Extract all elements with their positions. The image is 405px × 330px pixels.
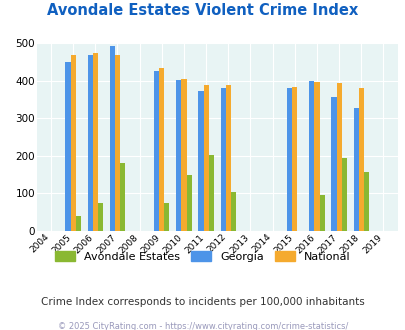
Bar xyxy=(220,88,225,231)
Bar xyxy=(363,172,368,231)
Bar xyxy=(341,158,346,231)
Bar xyxy=(159,69,164,231)
Bar xyxy=(225,85,230,231)
Bar xyxy=(87,55,92,231)
Bar xyxy=(70,54,75,231)
Bar xyxy=(208,155,213,231)
Bar xyxy=(65,62,70,231)
Bar xyxy=(115,55,120,231)
Bar xyxy=(92,53,98,231)
Bar xyxy=(286,88,292,231)
Bar xyxy=(176,80,181,231)
Legend: Avondale Estates, Georgia, National: Avondale Estates, Georgia, National xyxy=(51,247,354,267)
Bar xyxy=(75,216,81,231)
Bar xyxy=(181,79,186,231)
Bar xyxy=(120,163,125,231)
Bar xyxy=(98,203,103,231)
Bar xyxy=(336,83,341,231)
Text: Avondale Estates Violent Crime Index: Avondale Estates Violent Crime Index xyxy=(47,3,358,18)
Bar xyxy=(313,82,319,231)
Bar xyxy=(230,192,235,231)
Bar xyxy=(330,97,336,231)
Bar xyxy=(154,71,159,231)
Bar xyxy=(319,194,324,231)
Bar xyxy=(358,88,363,231)
Bar xyxy=(292,86,296,231)
Text: © 2025 CityRating.com - https://www.cityrating.com/crime-statistics/: © 2025 CityRating.com - https://www.city… xyxy=(58,322,347,330)
Bar xyxy=(309,81,313,231)
Bar xyxy=(186,175,191,231)
Bar xyxy=(109,46,115,231)
Bar xyxy=(164,203,169,231)
Bar xyxy=(203,85,208,231)
Bar xyxy=(353,108,358,231)
Text: Crime Index corresponds to incidents per 100,000 inhabitants: Crime Index corresponds to incidents per… xyxy=(41,297,364,307)
Bar xyxy=(198,91,203,231)
